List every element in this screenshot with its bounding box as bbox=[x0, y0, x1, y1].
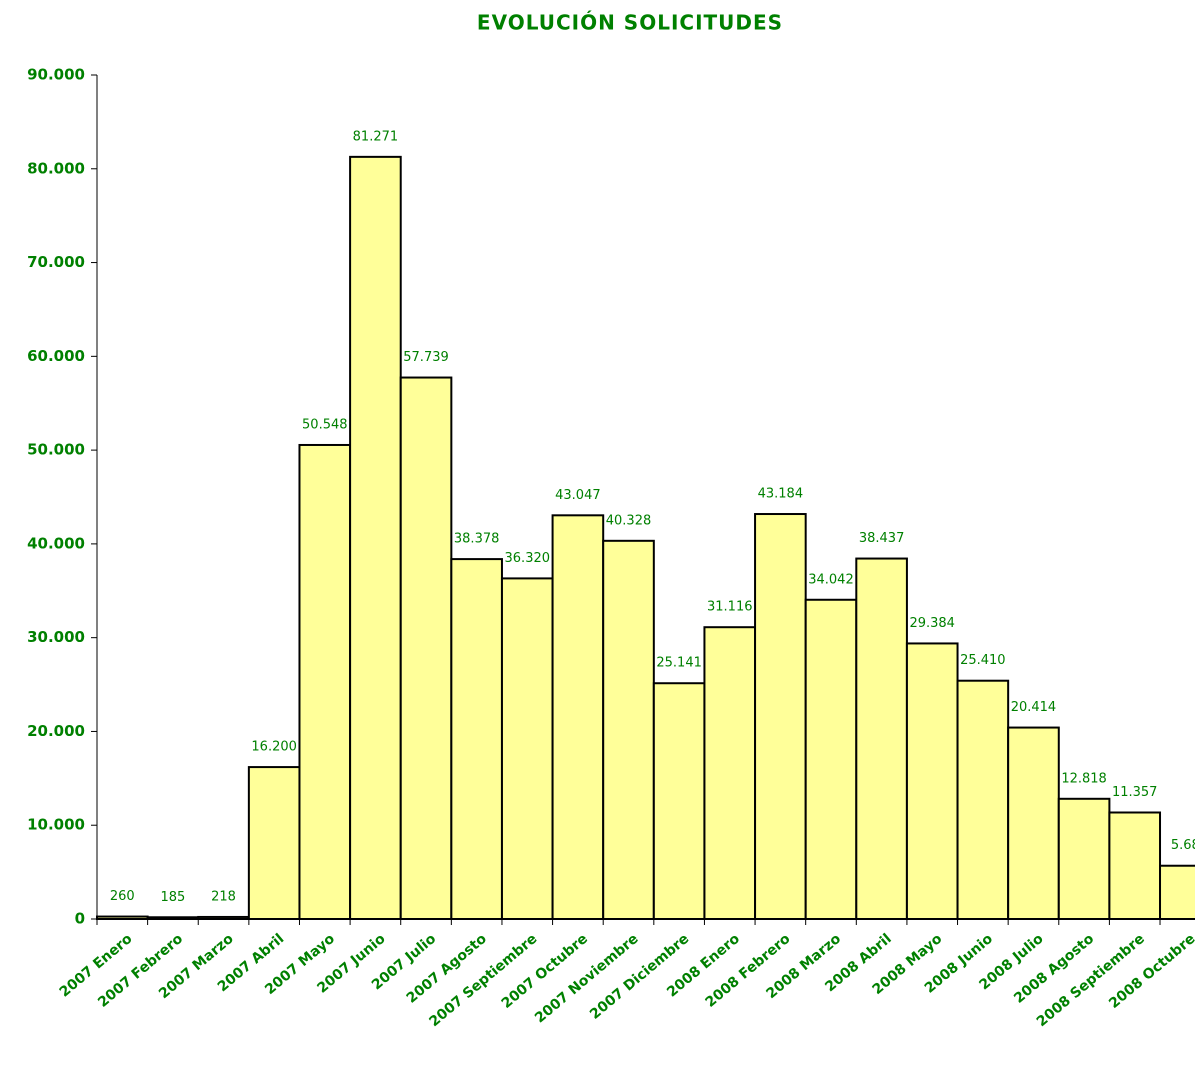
data-label: 31.116 bbox=[707, 600, 753, 615]
y-tick-label: 80.000 bbox=[27, 159, 85, 177]
y-tick-label: 50.000 bbox=[27, 441, 85, 459]
bar bbox=[500, 577, 554, 920]
data-label: 11.357 bbox=[1112, 785, 1158, 800]
data-label: 43.184 bbox=[758, 487, 804, 502]
y-tick-label: 90.000 bbox=[27, 66, 85, 84]
data-label: 12.818 bbox=[1061, 771, 1107, 786]
data-label: 57.739 bbox=[403, 350, 449, 365]
y-tick-label: 70.000 bbox=[27, 253, 85, 271]
data-label: 43.047 bbox=[555, 488, 601, 503]
bar bbox=[551, 514, 605, 921]
bar bbox=[602, 539, 655, 920]
bar bbox=[1057, 797, 1111, 921]
data-label: 29.384 bbox=[909, 616, 955, 631]
x-tick-label: 2007 Febrero bbox=[95, 931, 186, 1011]
data-label: 16.200 bbox=[251, 740, 297, 755]
bar bbox=[956, 679, 1010, 921]
data-label: 38.378 bbox=[454, 532, 500, 547]
data-label: 25.410 bbox=[960, 653, 1006, 668]
bar bbox=[804, 598, 858, 921]
bar bbox=[349, 155, 402, 920]
y-tick-label: 60.000 bbox=[27, 347, 85, 365]
bar bbox=[703, 626, 757, 920]
bar bbox=[855, 557, 908, 920]
bar bbox=[1108, 811, 1162, 921]
data-label: 260 bbox=[110, 889, 135, 904]
y-tick-label: 10.000 bbox=[27, 816, 85, 834]
data-label: 185 bbox=[161, 890, 186, 905]
bar bbox=[1159, 864, 1195, 920]
chart-title: EVOLUCIÓN SOLICITUDES bbox=[477, 11, 783, 35]
data-label: 218 bbox=[211, 889, 236, 904]
x-tick-label: 2008 Octubre bbox=[1106, 931, 1195, 1012]
bar bbox=[399, 376, 453, 920]
data-label: 40.328 bbox=[606, 513, 652, 528]
bar bbox=[247, 766, 301, 921]
x-tick-label: 2007 Octubre bbox=[499, 931, 591, 1012]
y-tick-label: 40.000 bbox=[27, 534, 85, 552]
data-label: 34.042 bbox=[808, 572, 854, 587]
data-label: 5.68 bbox=[1171, 838, 1195, 853]
y-tick-label: 30.000 bbox=[27, 628, 85, 646]
data-label: 20.414 bbox=[1011, 700, 1057, 715]
y-tick-label: 20.000 bbox=[27, 722, 85, 740]
bar bbox=[652, 682, 706, 920]
y-tick-label: 0 bbox=[75, 910, 85, 928]
data-label: 36.320 bbox=[505, 551, 551, 566]
data-label: 50.548 bbox=[302, 417, 348, 432]
data-label: 25.141 bbox=[656, 656, 702, 671]
x-tick-label: 2008 Febrero bbox=[703, 931, 794, 1011]
data-label: 38.437 bbox=[859, 531, 905, 546]
bar bbox=[905, 642, 959, 920]
data-label: 81.271 bbox=[353, 129, 399, 144]
bar bbox=[450, 558, 503, 921]
bar bbox=[1007, 726, 1060, 921]
bar bbox=[298, 443, 352, 920]
bar bbox=[754, 513, 807, 920]
